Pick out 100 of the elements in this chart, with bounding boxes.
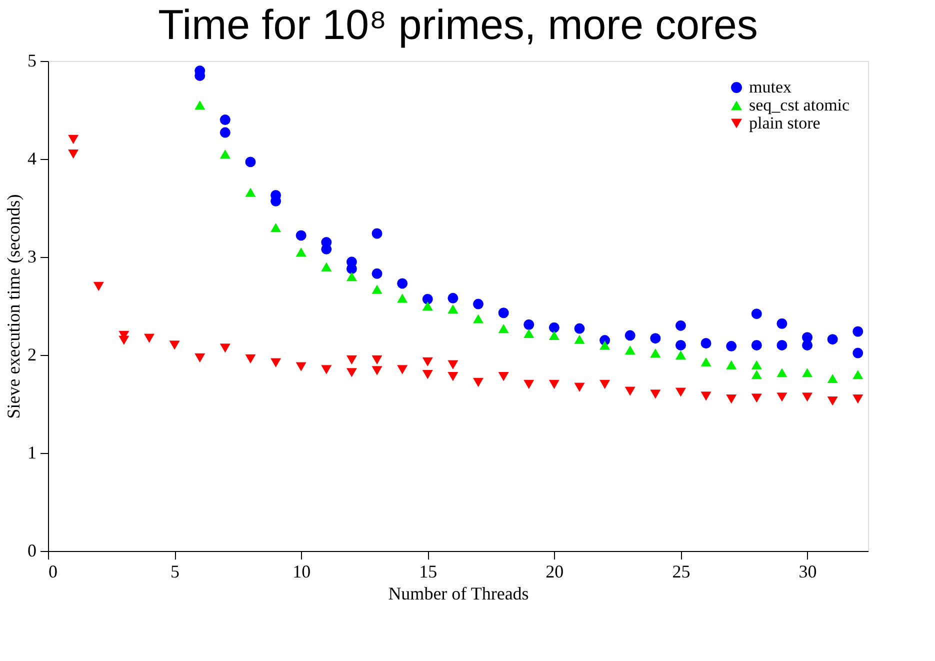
point bbox=[524, 328, 534, 338]
point bbox=[852, 348, 864, 358]
point bbox=[574, 323, 585, 334]
point bbox=[372, 228, 382, 239]
point bbox=[448, 360, 458, 370]
point bbox=[296, 230, 306, 241]
point bbox=[675, 350, 686, 360]
point bbox=[548, 330, 560, 340]
point bbox=[726, 394, 737, 404]
point bbox=[422, 294, 433, 304]
point bbox=[245, 188, 256, 197]
point bbox=[473, 378, 484, 387]
point bbox=[726, 340, 737, 352]
x-tick-label: 0 bbox=[48, 562, 58, 582]
point bbox=[776, 340, 788, 350]
point bbox=[245, 354, 256, 364]
point bbox=[194, 353, 206, 362]
point bbox=[827, 334, 838, 345]
point bbox=[852, 394, 864, 404]
point bbox=[346, 355, 357, 364]
y-tick-label: 1 bbox=[28, 442, 36, 462]
point bbox=[574, 382, 585, 392]
point bbox=[574, 334, 585, 344]
point bbox=[220, 150, 230, 159]
point bbox=[270, 358, 282, 368]
x-tick-label: 30 bbox=[798, 562, 817, 582]
point bbox=[169, 340, 180, 350]
point bbox=[321, 262, 332, 272]
point bbox=[93, 282, 104, 291]
x-tick-label: 20 bbox=[546, 562, 564, 582]
point bbox=[448, 292, 458, 304]
point bbox=[68, 150, 79, 159]
point bbox=[751, 308, 762, 320]
point bbox=[700, 338, 712, 348]
point bbox=[220, 344, 230, 353]
point bbox=[397, 278, 408, 289]
point bbox=[422, 357, 433, 366]
point bbox=[600, 380, 610, 389]
point bbox=[524, 380, 534, 389]
x-tick-label: 25 bbox=[672, 562, 690, 582]
point bbox=[726, 360, 737, 370]
point bbox=[650, 333, 661, 344]
point bbox=[397, 294, 408, 303]
point bbox=[448, 304, 458, 314]
x-axis-title: Number of Threads bbox=[388, 584, 529, 604]
point bbox=[144, 334, 154, 343]
point bbox=[650, 348, 661, 358]
point bbox=[600, 340, 610, 350]
y-tick-label: 3 bbox=[28, 246, 36, 266]
point bbox=[700, 392, 712, 401]
point bbox=[220, 114, 230, 126]
y-tick-label: 4 bbox=[28, 148, 36, 168]
point bbox=[802, 368, 813, 378]
point bbox=[776, 368, 788, 378]
point bbox=[802, 340, 813, 350]
point bbox=[321, 365, 332, 374]
point bbox=[245, 156, 256, 168]
point bbox=[852, 370, 864, 380]
legend-label: plain store bbox=[749, 114, 820, 132]
point bbox=[270, 223, 282, 232]
point bbox=[776, 392, 788, 402]
point bbox=[296, 362, 306, 372]
point bbox=[473, 314, 484, 324]
legend-label: seq_cst atomic bbox=[749, 96, 850, 114]
point bbox=[372, 355, 382, 364]
point bbox=[372, 268, 382, 279]
point bbox=[422, 301, 433, 311]
point bbox=[852, 326, 864, 337]
point bbox=[220, 127, 230, 138]
point bbox=[296, 248, 306, 257]
point bbox=[776, 318, 788, 329]
point bbox=[827, 396, 838, 406]
point bbox=[473, 298, 484, 310]
point bbox=[751, 340, 762, 350]
point bbox=[624, 330, 636, 341]
y-tick-label: 0 bbox=[28, 540, 36, 560]
point bbox=[372, 284, 382, 294]
x-tick-label: 5 bbox=[170, 562, 180, 582]
point bbox=[624, 346, 636, 355]
chart-title: Time for 10⁸ primes, more cores bbox=[158, 1, 758, 48]
point bbox=[346, 272, 357, 282]
point bbox=[675, 320, 686, 331]
point bbox=[675, 388, 686, 397]
point bbox=[624, 386, 636, 396]
point bbox=[498, 308, 509, 318]
x-tick-label: 10 bbox=[292, 562, 311, 582]
y-axis-title: Sieve execution time (seconds) bbox=[4, 194, 24, 419]
point bbox=[498, 372, 509, 382]
point bbox=[524, 319, 534, 330]
point bbox=[397, 365, 408, 374]
point bbox=[751, 360, 762, 370]
point bbox=[68, 134, 79, 144]
point bbox=[751, 394, 762, 403]
point bbox=[548, 322, 560, 333]
point bbox=[194, 100, 206, 110]
point bbox=[346, 264, 357, 274]
point bbox=[650, 390, 661, 399]
legend-label: mutex bbox=[749, 78, 792, 96]
point bbox=[827, 374, 838, 384]
point bbox=[751, 370, 762, 380]
